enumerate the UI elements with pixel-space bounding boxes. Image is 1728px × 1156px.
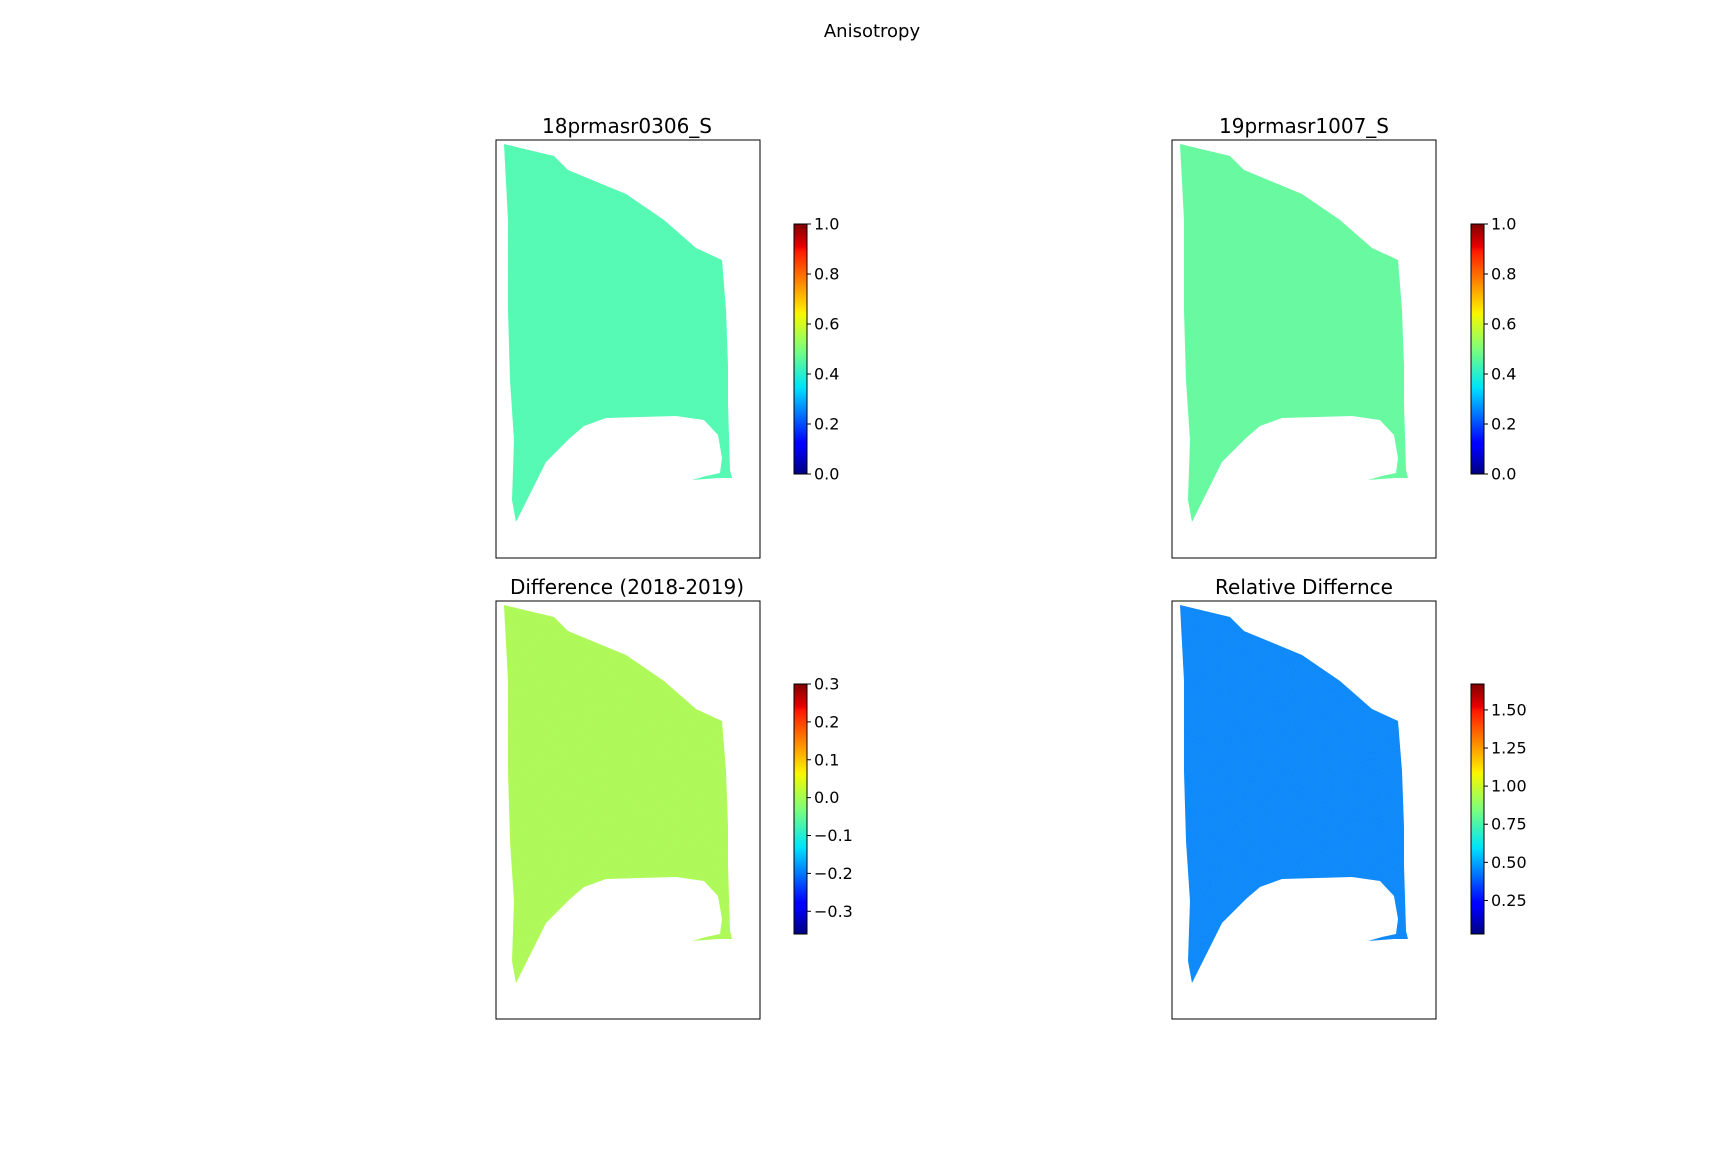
- panel-4: Relative Differnce 1.50 1.25 1.00 0.75 0.50 0…: [1171, 575, 1527, 1020]
- panel-1-colorbar: 0.0 0.2 0.4 0.6 0.8 1.0: [793, 215, 839, 484]
- colorbar-tick-label: 1.25: [1491, 739, 1527, 758]
- panel-3-title: Difference (2018-2019): [510, 575, 744, 599]
- colorbar-1: [793, 223, 808, 475]
- colorbar-tick-label: 1.0: [814, 215, 839, 234]
- figure-title: Anisotropy: [824, 21, 921, 42]
- colorbar-tick-label: −0.2: [814, 864, 853, 883]
- colorbar-3: [793, 683, 808, 935]
- colorbar-tick-label: 0.2: [814, 712, 839, 731]
- colorbar-tick-label: 0.25: [1491, 891, 1527, 910]
- colorbar-tick-label: −0.3: [814, 902, 853, 921]
- panel-4-colorbar: 1.50 1.25 1.00 0.75 0.50 0.25: [1470, 683, 1527, 935]
- colorbar-2: [1470, 223, 1485, 475]
- panel-1: 18prmasr0306_S 0.0 0.2 0.4 0.6 0.8 1.0: [495, 114, 839, 559]
- colorbar-tick-label: 0.50: [1491, 853, 1527, 872]
- colorbar-tick-label: 0.8: [1491, 265, 1516, 284]
- colorbar-tick-label: 0.6: [814, 315, 839, 334]
- colorbar-tick-label: 1.00: [1491, 777, 1527, 796]
- panel-2-title: 19prmasr1007_S: [1219, 114, 1389, 138]
- colorbar-tick-label: 1.50: [1491, 700, 1527, 719]
- colorbar-tick-label: 0.1: [814, 750, 839, 769]
- panel-4-title: Relative Differnce: [1215, 575, 1393, 599]
- colorbar-tick-label: 0.3: [814, 675, 839, 694]
- colorbar-tick-label: 0.0: [814, 788, 839, 807]
- colorbar-tick-label: 0.6: [1491, 315, 1516, 334]
- colorbar-4: [1470, 683, 1485, 935]
- colorbar-tick-label: 0.2: [1491, 415, 1516, 434]
- colorbar-tick-label: 0.0: [814, 465, 839, 484]
- colorbar-tick-label: 0.0: [1491, 465, 1516, 484]
- colorbar-tick-label: 1.0: [1491, 215, 1516, 234]
- colorbar-tick-label: 0.4: [1491, 365, 1516, 384]
- panel-3-colorbar: 0.3 0.2 0.1 0.0 −0.1 −0.2 −0.3: [793, 675, 853, 935]
- colorbar-tick-label: 0.4: [814, 365, 839, 384]
- panel-2: 19prmasr1007_S 0.0 0.2 0.4 0.6 0.8 1.0: [1171, 114, 1516, 559]
- colorbar-tick-label: 0.75: [1491, 815, 1527, 834]
- colorbar-tick-label: 0.2: [814, 415, 839, 434]
- colorbar-tick-label: −0.1: [814, 826, 853, 845]
- panel-1-title: 18prmasr0306_S: [542, 114, 712, 138]
- panel-2-colorbar: 0.0 0.2 0.4 0.6 0.8 1.0: [1470, 215, 1516, 484]
- panel-3: Difference (2018-2019) 0.3 0.2 0.1 0.0 −0.1 −…: [495, 575, 853, 1020]
- colorbar-tick-label: 0.8: [814, 265, 839, 284]
